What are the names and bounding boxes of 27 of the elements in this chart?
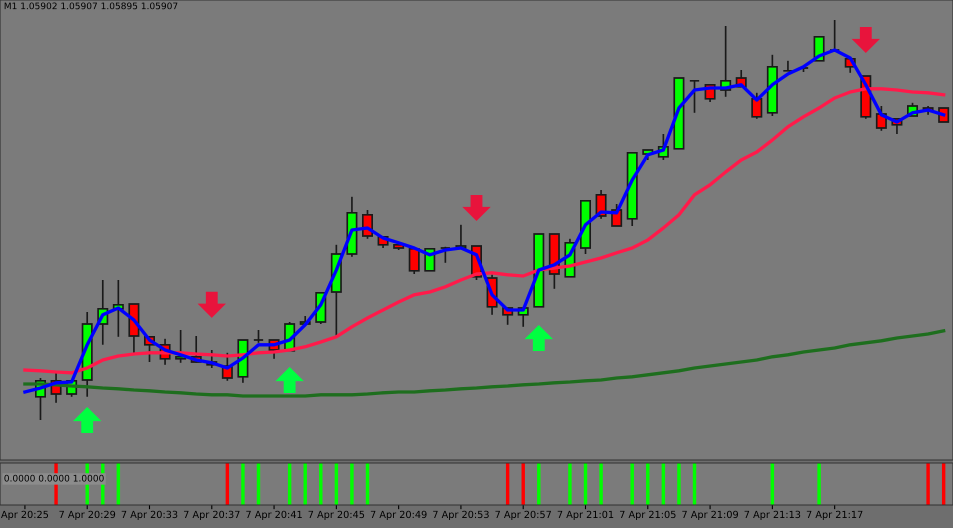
point (275, 366, 304, 394)
x-tick-label: 7 Apr 20:41 (246, 510, 302, 520)
x-tick-label: 7 Apr 20:45 (308, 510, 364, 520)
x-tick-label: 7 Apr 20:33 (122, 510, 178, 520)
point (462, 194, 491, 222)
point (852, 26, 880, 54)
candlestick (689, 79, 700, 114)
point (198, 292, 226, 318)
x-tick-label: 7 Apr 20:53 (433, 510, 489, 520)
annotation: 0.0000 0.0000 1.0000 (4, 474, 104, 482)
x-tick-label: 7 Apr 21:01 (558, 510, 614, 520)
point (72, 406, 102, 434)
x-tick-label: 7 Apr 20:57 (495, 510, 551, 520)
chart-title: M1 1.05902 1.05907 1.05895 1.05907 (4, 2, 178, 10)
candlestick (782, 60, 794, 72)
x-tick-label: 7 Apr 20:29 (59, 510, 116, 520)
candlestick (408, 248, 420, 275)
x-tick-label: 7 Apr 20:49 (370, 510, 427, 520)
x-tick-label: 7 Apr 21:17 (806, 510, 862, 520)
x-tick-label: 7 Apr 21:09 (682, 510, 738, 520)
x-tick-label: 7 Apr 21:13 (744, 510, 800, 520)
x-tick-label: 7 Apr 20:37 (184, 510, 240, 520)
candlestick (252, 329, 264, 344)
candlestick (440, 246, 451, 264)
x-tick-label: Apr 20:25 (1, 510, 48, 520)
x-tick-label: 7 Apr 21:05 (620, 510, 676, 520)
point (524, 324, 554, 352)
